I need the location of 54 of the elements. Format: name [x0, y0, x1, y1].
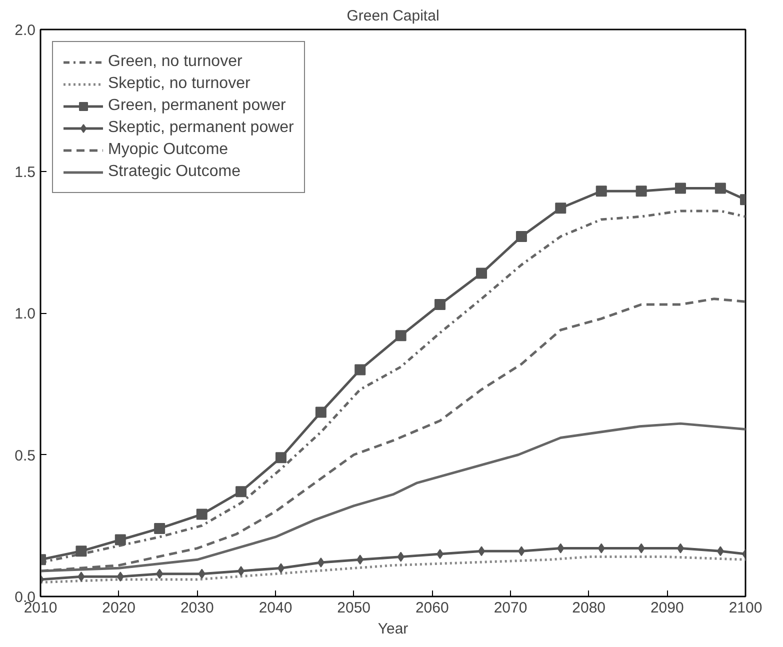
point — [714, 182, 726, 194]
point — [434, 298, 446, 310]
point — [275, 452, 286, 464]
point — [397, 552, 404, 562]
point — [78, 572, 85, 582]
x-axis-title: Year — [378, 620, 408, 638]
chart-title: Green Capital — [346, 8, 440, 24]
legend-label: Strategic Outcome — [108, 163, 240, 181]
point — [116, 572, 124, 582]
x-tick-label: 2040 — [258, 600, 292, 616]
legend-label: Green, permanent power — [108, 97, 286, 115]
point — [277, 563, 284, 574]
point — [716, 546, 724, 556]
point — [476, 268, 488, 279]
point — [196, 508, 208, 520]
y-tick-label: 2.0 — [14, 22, 36, 39]
point — [674, 182, 686, 194]
legend-label: Myopic Outcome — [108, 141, 228, 159]
x-tick-label: 2060 — [415, 600, 449, 616]
point — [676, 543, 684, 554]
point — [516, 230, 527, 242]
point — [596, 186, 607, 197]
point — [478, 546, 486, 556]
legend-label: Skeptic, no turnover — [108, 75, 250, 93]
x-tick-label: 2030 — [180, 600, 214, 616]
legend-label: Skeptic, permanent power — [108, 119, 294, 137]
x-tick-label: 2020 — [102, 600, 136, 616]
x-tick-label: 2080 — [572, 600, 606, 616]
point — [154, 522, 166, 534]
point — [236, 486, 247, 498]
point — [156, 568, 164, 579]
x-tick-label: 2100 — [728, 600, 762, 616]
point — [354, 364, 366, 376]
point — [356, 554, 364, 565]
y-tick-label: 1.5 — [14, 164, 36, 181]
point — [238, 566, 245, 576]
point — [636, 186, 647, 197]
x-tick-label: 2050 — [337, 600, 371, 616]
point — [76, 546, 87, 557]
point — [198, 568, 206, 579]
y-tick-label: 1.0 — [14, 306, 36, 322]
point — [518, 546, 525, 556]
x-tick-label: 2070 — [494, 600, 528, 616]
point — [555, 202, 566, 214]
y-tick-label: 0.5 — [14, 447, 36, 464]
point — [638, 543, 645, 554]
point — [598, 543, 605, 554]
point — [395, 330, 406, 342]
point — [315, 406, 326, 418]
legend-label: Green, no turnover — [108, 53, 242, 71]
point — [317, 557, 324, 568]
point — [114, 534, 126, 546]
point — [557, 543, 564, 554]
x-tick-label: 2090 — [650, 600, 684, 616]
